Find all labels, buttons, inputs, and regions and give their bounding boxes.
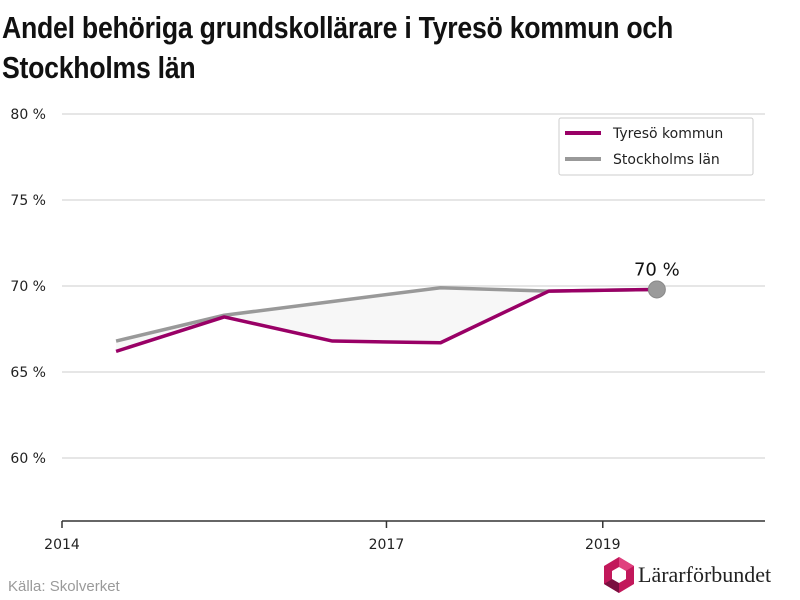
y-tick-label: 70 % — [10, 279, 46, 295]
x-tick-label: 2019 — [585, 537, 621, 553]
series-lines — [115, 285, 657, 354]
legend: Tyresö kommun Stockholms län — [558, 117, 754, 176]
chart-title: Andel behöriga grundskollärare i Tyresö … — [2, 10, 674, 85]
y-tick-label: 60 % — [10, 451, 46, 467]
x-tick-label: 2017 — [369, 537, 405, 553]
end-value-label: 70 % — [634, 259, 680, 280]
gridlines — [62, 113, 765, 459]
series-line-tyreso — [115, 287, 657, 354]
end-markers: 70 % — [634, 259, 680, 299]
y-tick-label: 75 % — [10, 193, 46, 209]
lararforbundet-logo-icon — [604, 557, 634, 593]
x-tick-label: 2014 — [44, 537, 80, 553]
end-point-marker — [647, 280, 666, 299]
legend-label: Stockholms län — [613, 152, 720, 168]
y-tick-label: 80 % — [10, 107, 46, 123]
y-axis-ticks: 60 % 65 % 70 % 75 % 80 % — [10, 107, 46, 467]
y-tick-label: 65 % — [10, 365, 46, 381]
brand: Lärarförbundet — [602, 556, 798, 596]
legend-label: Tyresö kommun — [612, 126, 723, 142]
legend-box — [558, 117, 754, 176]
brand-name: Lärarförbundet — [638, 562, 772, 587]
x-axis: 2014 2017 2019 — [44, 520, 765, 553]
source-note: Källa: Skolverket — [8, 578, 120, 595]
